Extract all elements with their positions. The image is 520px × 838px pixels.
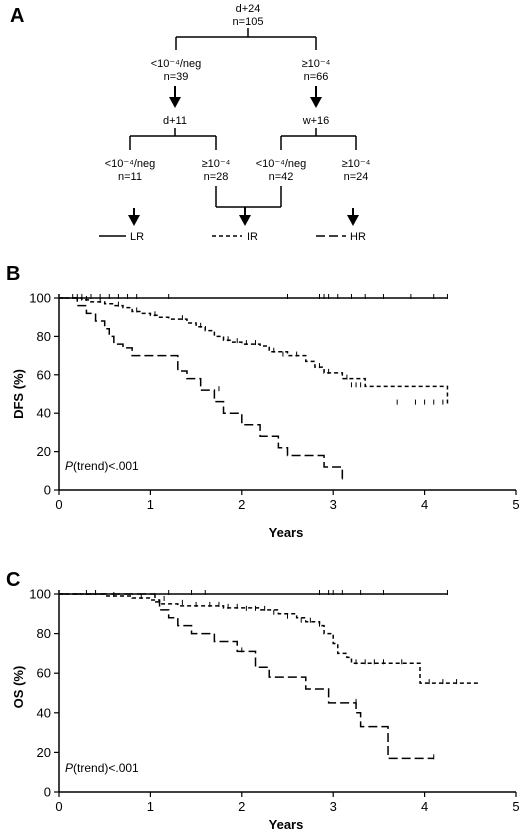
os-x-tick-label: 5: [512, 799, 519, 814]
os-y-axis-title: OS (%): [11, 666, 26, 709]
os-x-axis-title: Years: [269, 817, 304, 832]
os-ptrend-italic: P: [65, 761, 73, 775]
dfs-plot-area: 0 20 40 60 80 100 0 1 2 3 4 5: [29, 291, 519, 513]
tree-right-n: n=66: [304, 71, 329, 83]
panel-b-letter: B: [6, 263, 20, 285]
dfs-curve-ir: [59, 297, 449, 404]
arrow-down-icon: [347, 215, 359, 226]
tree-left-label: <10⁻⁴/neg: [151, 58, 202, 70]
os-y-tick-label: 0: [44, 785, 51, 800]
legend-hr-label: HR: [350, 231, 366, 243]
dfs-y-tick-label: 40: [37, 406, 51, 421]
os-plot-area: 0 20 40 60 80 100 0 1 2 3 4 5: [29, 587, 519, 815]
dfs-y-tick-label: 20: [37, 444, 51, 459]
arrow-down-icon: [239, 215, 251, 226]
dfs-x-tick-label: 1: [147, 497, 154, 512]
dfs-ptrend-italic: P: [65, 459, 73, 473]
dfs-x-tick-label: 0: [55, 497, 62, 512]
arrow-down-icon: [169, 97, 181, 108]
os-chart: 0 20 40 60 80 100 0 1 2 3 4 5 P(trend)<.001 Years O…: [11, 587, 520, 833]
dfs-x-tick-label: 5: [512, 497, 519, 512]
legend-lr-label: LR: [130, 231, 144, 243]
os-x-tick-label: 4: [421, 799, 428, 814]
os-y-tick-label: 40: [37, 705, 51, 720]
arrow-down-icon: [310, 97, 322, 108]
tree-leaf-3-label: <10⁻⁴/neg: [256, 158, 307, 170]
legend-ir-label: IR: [247, 231, 258, 243]
tree-leaf-4-n: n=24: [344, 171, 369, 183]
tree-leaf-1-label: <10⁻⁴/neg: [105, 158, 156, 170]
os-ptrend-annotation: P(trend)<.001: [65, 761, 139, 775]
dfs-y-tick-label: 0: [44, 483, 51, 498]
os-curve-ir: [59, 593, 480, 684]
arrow-down-icon: [128, 215, 140, 226]
os-x-tick-label: 2: [238, 799, 245, 814]
os-y-tick-label: 100: [29, 587, 51, 602]
dfs-chart: 0 20 40 60 80 100 0 1 2 3 4 5 P(trend)<.001 Years D…: [11, 291, 520, 541]
dfs-x-axis-title: Years: [269, 525, 304, 540]
dfs-x-tick-label: 3: [330, 497, 337, 512]
dfs-y-tick-label: 60: [37, 367, 51, 382]
os-x-tick-label: 3: [330, 799, 337, 814]
dfs-y-tick-label: 80: [37, 329, 51, 344]
tree-right-label: ≥10⁻⁴: [302, 58, 331, 70]
tree-leaf-2-n: n=28: [204, 171, 229, 183]
dfs-y-axis-title: DFS (%): [11, 369, 26, 419]
os-curve-hr: [59, 593, 434, 760]
os-x-tick-label: 1: [147, 799, 154, 814]
risk-tree: d+24 n=105 <10⁻⁴/neg n=39 ≥10⁻⁴ n=66 d+1…: [99, 3, 371, 243]
tree-right-timepoint: w+16: [302, 115, 330, 127]
os-ptrend-rest: (trend)<.001: [73, 761, 139, 775]
dfs-x-tick-label: 2: [238, 497, 245, 512]
tree-root-n: n=105: [233, 16, 264, 28]
dfs-x-tick-label: 4: [421, 497, 428, 512]
panel-a-letter: A: [10, 5, 24, 27]
tree-leaf-4-label: ≥10⁻⁴: [342, 158, 371, 170]
dfs-ptrend-rest: (trend)<.001: [73, 459, 139, 473]
os-y-tick-label: 80: [37, 626, 51, 641]
os-y-tick-label: 60: [37, 666, 51, 681]
tree-left-n: n=39: [164, 71, 189, 83]
tree-left-timepoint: d+11: [163, 115, 187, 127]
dfs-curve-hr: [59, 297, 344, 479]
dfs-y-tick-label: 100: [29, 291, 51, 306]
os-y-tick-label: 20: [37, 745, 51, 760]
os-x-tick-label: 0: [55, 799, 62, 814]
tree-root-label: d+24: [236, 3, 261, 15]
tree-leaf-3-n: n=42: [269, 171, 294, 183]
tree-leaf-2-label: ≥10⁻⁴: [202, 158, 231, 170]
tree-leaf-1-n: n=11: [118, 171, 142, 183]
dfs-ptrend-annotation: P(trend)<.001: [65, 459, 139, 473]
panel-c-letter: C: [6, 569, 20, 591]
